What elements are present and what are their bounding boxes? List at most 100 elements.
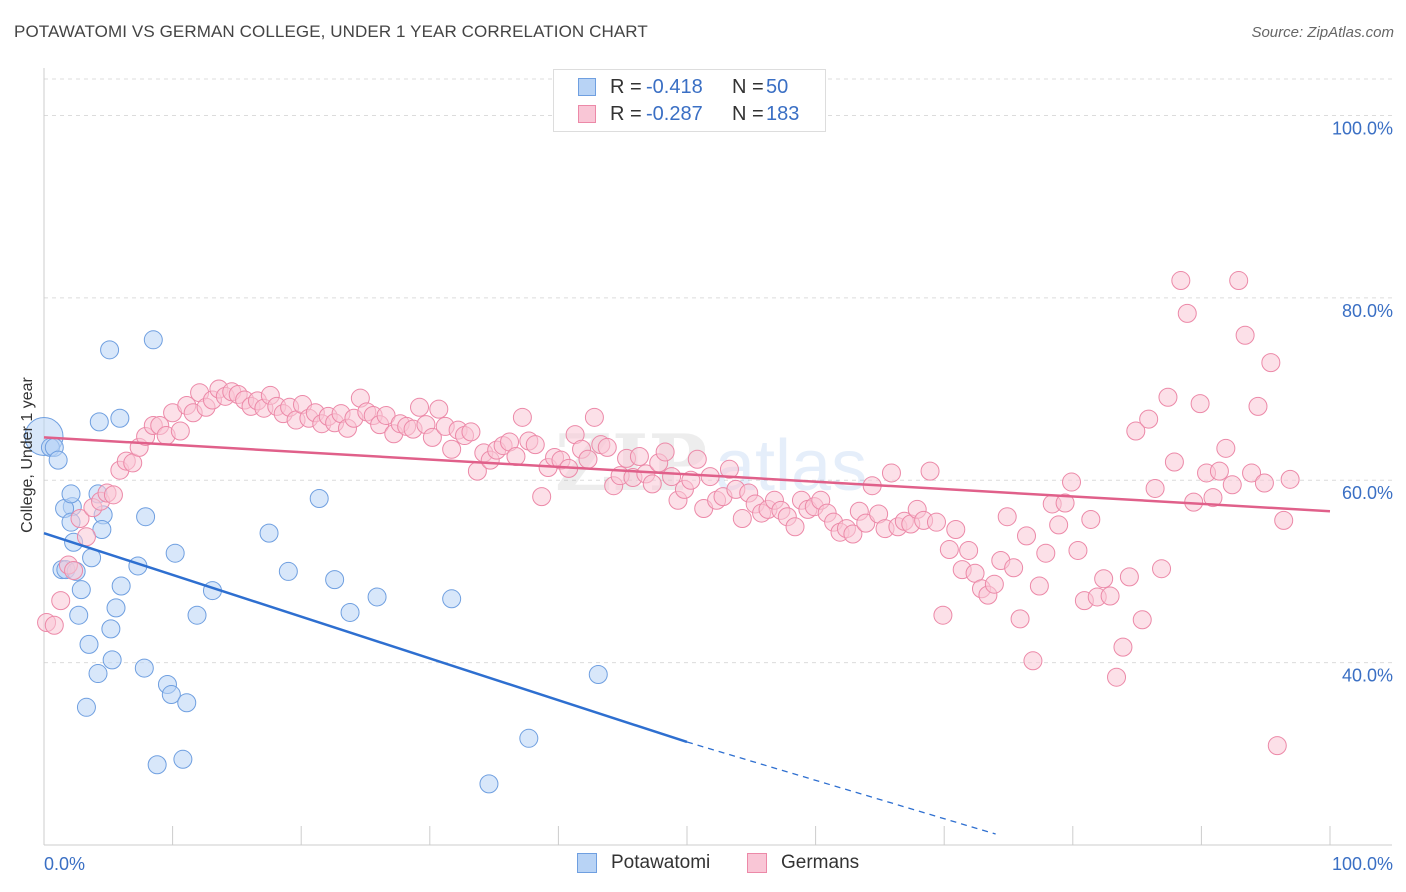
data-point — [442, 589, 462, 609]
data-point — [51, 591, 71, 611]
data-point — [1029, 576, 1049, 596]
axes — [43, 68, 1392, 846]
data-point — [785, 517, 805, 537]
data-point — [926, 512, 946, 532]
data-point — [1132, 610, 1152, 630]
data-point — [1248, 396, 1268, 416]
data-point — [111, 576, 131, 596]
data-point — [325, 570, 345, 590]
legend-r-value: -0.287 — [646, 103, 703, 125]
data-point — [1004, 558, 1024, 578]
data-point — [410, 397, 430, 417]
data-point — [1171, 271, 1191, 291]
data-point — [1100, 586, 1120, 606]
data-point — [856, 513, 876, 533]
data-point — [946, 519, 966, 539]
bottom-legend-label: Potawatomi — [611, 852, 711, 873]
trend-lines — [43, 436, 1331, 835]
data-point — [170, 421, 190, 441]
data-point — [442, 439, 462, 459]
data-point — [920, 461, 940, 481]
data-point — [1126, 421, 1146, 441]
data-point — [69, 605, 89, 625]
data-point — [1152, 559, 1172, 579]
data-point — [1023, 651, 1043, 671]
data-point — [1267, 736, 1287, 756]
data-point — [187, 605, 207, 625]
data-point — [881, 463, 901, 483]
bottom-legend-swatch-germans — [747, 853, 767, 873]
data-point — [110, 408, 130, 428]
data-point — [309, 488, 329, 508]
data-point — [1254, 473, 1274, 493]
legend-n-value: 50 — [766, 76, 789, 98]
data-point — [173, 749, 193, 769]
data-point — [1017, 526, 1037, 546]
trend-line-germans — [43, 436, 1331, 513]
data-point — [177, 693, 197, 713]
data-point — [584, 407, 604, 427]
data-point — [1242, 463, 1262, 483]
data-point — [161, 685, 181, 705]
data-point — [959, 540, 979, 560]
data-point — [1113, 637, 1133, 657]
data-point — [76, 527, 96, 547]
data-point — [1049, 515, 1069, 535]
data-point — [461, 422, 481, 442]
data-point — [64, 561, 84, 581]
legend-n-label: N = — [732, 103, 764, 125]
source-label: Source: ZipAtlas.com — [1251, 24, 1394, 41]
data-point — [1216, 438, 1236, 458]
data-point — [61, 484, 81, 504]
legend-r-value: -0.418 — [646, 76, 703, 98]
data-point — [479, 774, 499, 794]
data-point — [79, 634, 99, 654]
data-point — [642, 474, 662, 494]
data-point — [1280, 469, 1300, 489]
data-point — [1203, 488, 1223, 508]
x-tick-label: 100.0% — [1332, 854, 1393, 874]
data-point — [1139, 409, 1159, 429]
data-point — [340, 602, 360, 622]
legend-swatch-germans — [578, 105, 596, 123]
data-point — [843, 524, 863, 544]
data-point — [147, 755, 167, 775]
data-point — [376, 405, 396, 425]
series-germans — [37, 271, 1300, 756]
data-point — [429, 399, 449, 419]
y-tick-label: 80.0% — [1342, 301, 1393, 321]
data-point — [719, 459, 739, 479]
data-point — [1274, 510, 1294, 530]
data-point — [100, 340, 120, 360]
legend-n-label: N = — [732, 76, 764, 98]
data-point — [134, 658, 154, 678]
trend-line-potawatomi — [43, 531, 688, 744]
data-point — [1107, 667, 1127, 687]
data-point — [71, 580, 91, 600]
data-points — [24, 271, 1300, 794]
data-point — [1177, 303, 1197, 323]
data-point — [1190, 394, 1210, 414]
data-point — [655, 442, 675, 462]
data-point — [1036, 543, 1056, 563]
data-point — [1068, 540, 1088, 560]
data-point — [597, 437, 617, 457]
data-point — [732, 509, 752, 529]
data-point — [259, 523, 279, 543]
data-point — [532, 487, 552, 507]
data-point — [1081, 509, 1101, 529]
data-point — [76, 697, 96, 717]
data-point — [1010, 609, 1030, 629]
data-point — [939, 540, 959, 560]
legend-n-value: 183 — [766, 103, 800, 125]
data-point — [44, 615, 64, 635]
data-point — [103, 485, 123, 505]
data-point — [278, 561, 298, 581]
x-tick-label: 0.0% — [44, 854, 85, 874]
bottom-legend-swatch-potawatomi — [577, 853, 597, 873]
data-point — [629, 447, 649, 467]
data-point — [1145, 478, 1165, 498]
gridlines — [44, 78, 1392, 664]
trend-extension-potawatomi — [686, 741, 996, 835]
data-point — [687, 449, 707, 469]
